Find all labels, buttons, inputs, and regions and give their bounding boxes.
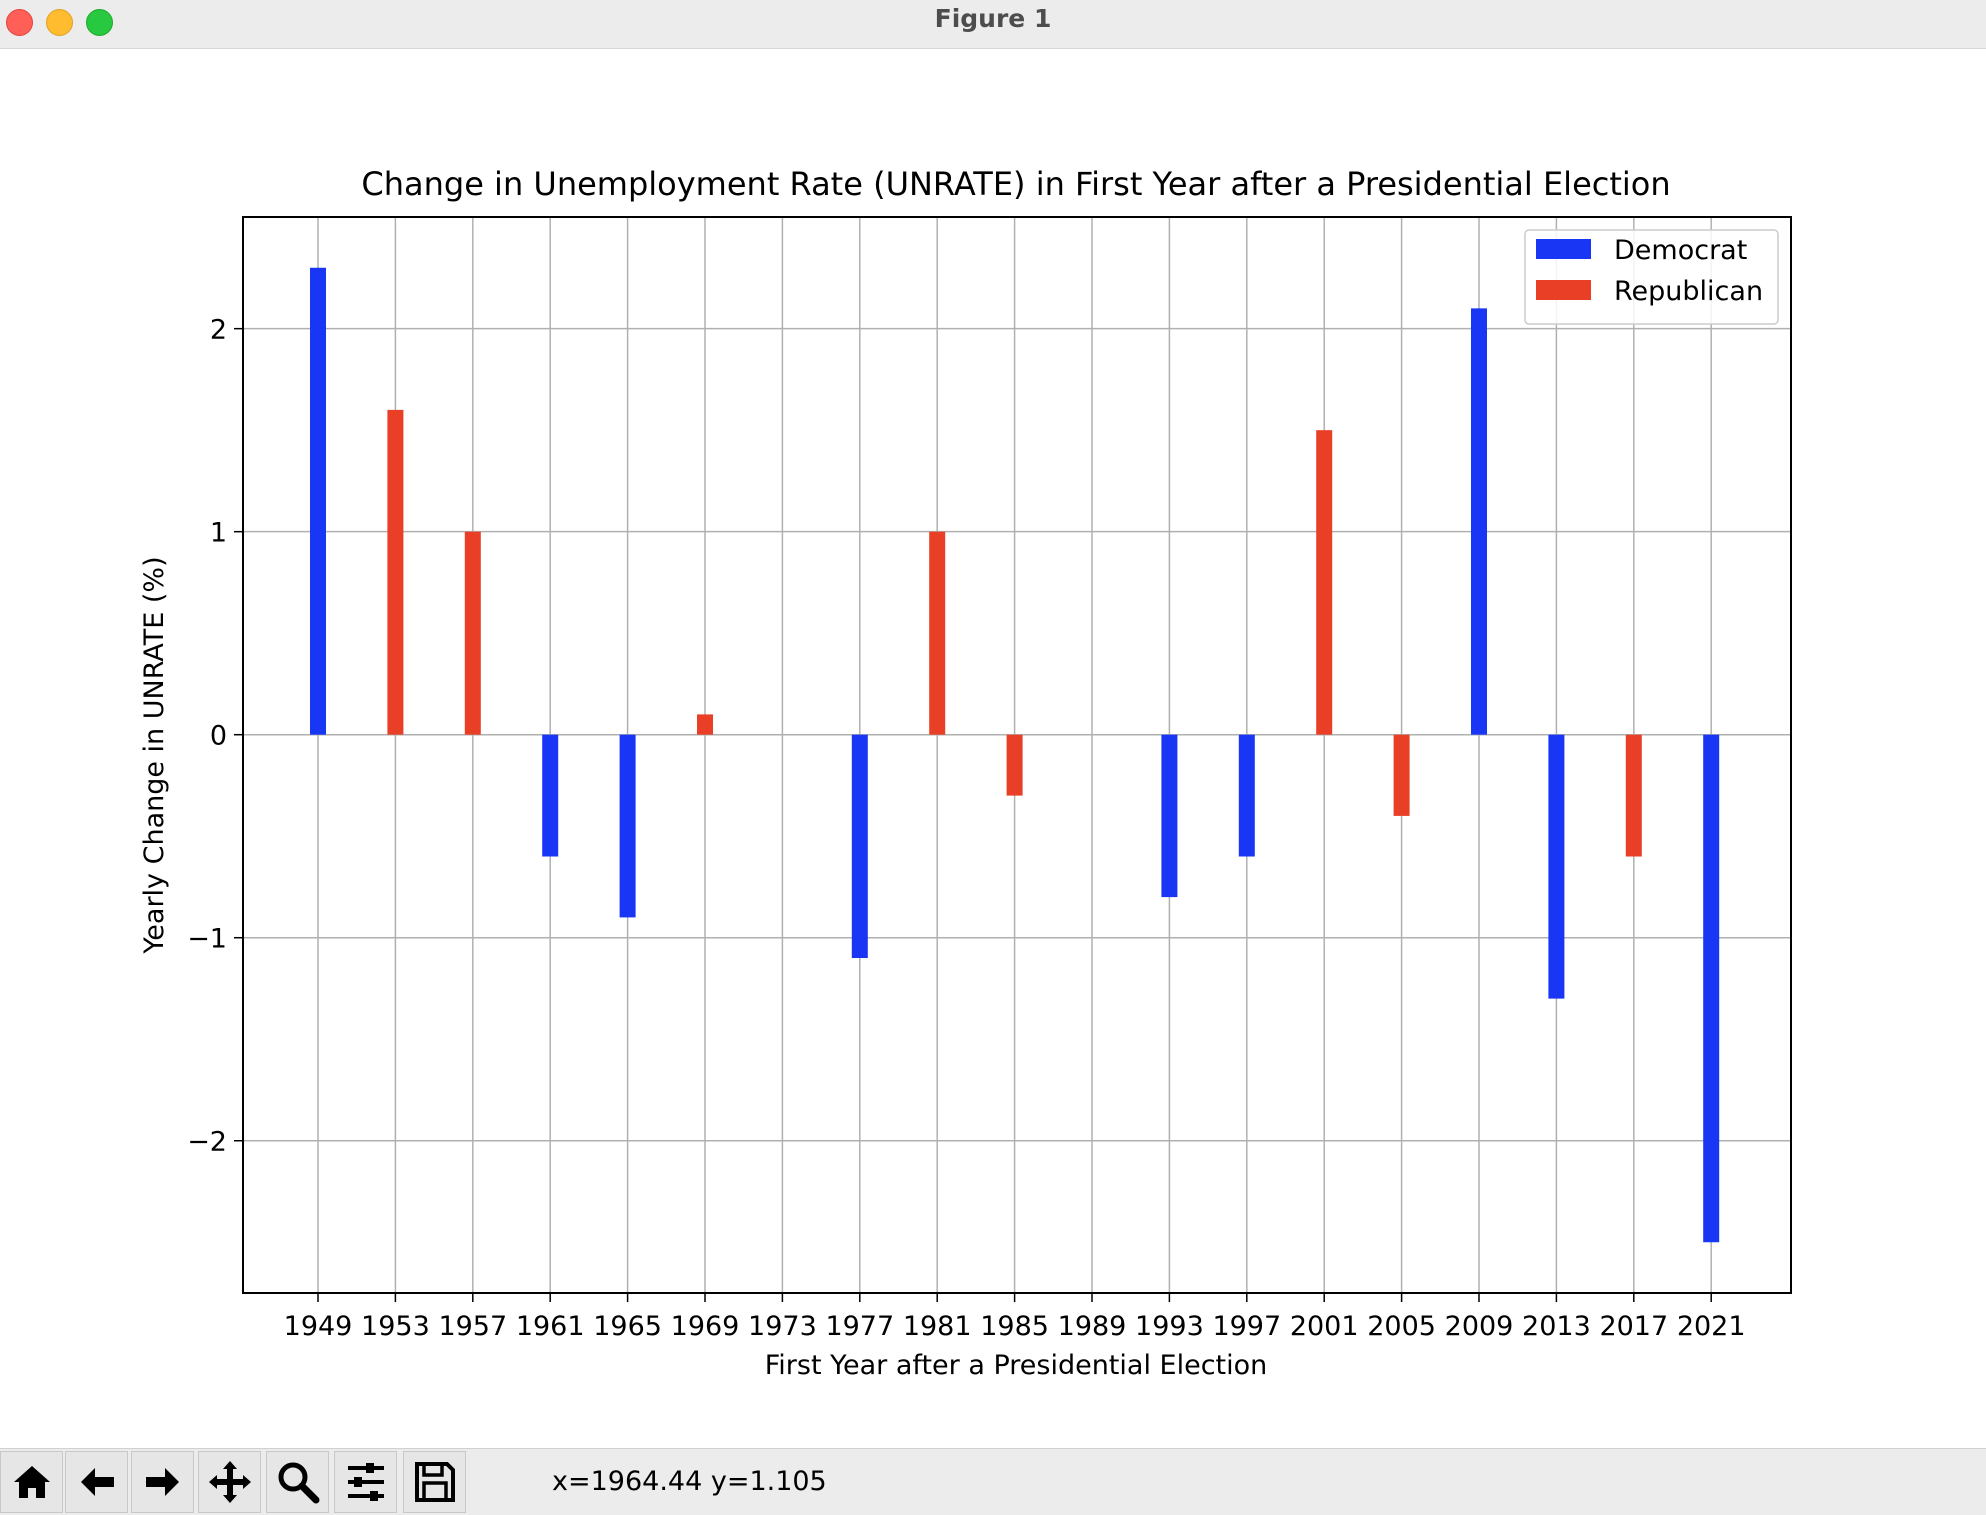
window-titlebar: Figure 1 [0,0,1986,49]
bar-democrat-1961 [542,734,559,857]
bar-republican-2017 [1625,734,1642,857]
bars [310,267,1720,1243]
back-button[interactable] [65,1451,128,1513]
bar-republican-1985 [1006,734,1023,796]
x-tick-label: 1989 [1058,1311,1127,1342]
bar-democrat-1965 [619,734,636,918]
y-tick-label: 2 [210,315,227,346]
zoom-button[interactable] [266,1451,329,1513]
x-tick-label: 2009 [1445,1311,1514,1342]
bar-republican-1981 [929,531,946,735]
x-tick-label: 1981 [903,1311,972,1342]
bar-democrat-1949 [310,267,326,735]
x-tick-label: 1961 [516,1311,585,1342]
pan-button[interactable] [198,1451,261,1513]
x-tick-label: 1985 [980,1311,1049,1342]
x-tick-label: 2021 [1677,1311,1746,1342]
bar-republican-1953 [387,409,404,735]
bar-republican-1957 [464,531,481,735]
minimize-window-button[interactable] [46,9,73,36]
figure-canvas[interactable]: 1949 1953 1957 1961 1965 1969 1973 1977 1981 1985… [0,49,1986,1448]
bar-democrat-1993 [1161,734,1178,898]
back-arrow-icon [80,1468,114,1496]
chart-title: Change in Unemployment Rate (UNRATE) in … [361,165,1670,203]
zoom-window-button[interactable] [86,9,113,36]
configure-subplots-icon [347,1463,384,1501]
x-tick-label: 2005 [1367,1311,1436,1342]
bar-republican-2001 [1316,430,1333,735]
x-axis-label: First Year after a Presidential Election [765,1350,1268,1381]
x-tick-label: 1965 [593,1311,662,1342]
home-icon [13,1466,50,1498]
x-tick-label: 2001 [1290,1311,1359,1342]
y-axis-label: Yearly Change in UNRATE (%) [139,556,170,954]
y-tick-label: 1 [210,518,227,549]
legend-label-republican: Republican [1614,276,1763,307]
plot-frame [242,216,1792,1294]
bar-democrat-2021 [1703,734,1720,1243]
bar-republican-1969 [697,714,713,735]
legend-label-democrat: Democrat [1614,235,1747,266]
zoom-magnifier-icon [278,1462,319,1504]
x-tick-label: 1969 [671,1311,740,1342]
x-tick-label: 1997 [1212,1311,1281,1342]
x-tick-label: 1993 [1135,1311,1204,1342]
x-tick-label: 2017 [1599,1311,1668,1342]
bar-chart: 1949 1953 1957 1961 1965 1969 1973 1977 1981 1985… [139,165,1792,1381]
legend-swatch-democrat [1536,239,1591,259]
x-tick-label: 1949 [284,1311,353,1342]
y-tick-label: −1 [187,924,227,955]
x-tick-label: 2013 [1522,1311,1591,1342]
bar-democrat-2013 [1548,734,1565,999]
bar-republican-2005 [1393,734,1410,816]
save-icon [414,1462,455,1502]
bar-democrat-1977 [851,734,868,959]
axis-ticks: 1949 1953 1957 1961 1965 1969 1973 1977 1981 1985… [187,315,1745,1342]
pan-move-icon [208,1461,251,1503]
navigation-toolbar: x=1964.44 y=1.105 [0,1448,1986,1515]
x-tick-label: 1957 [438,1311,507,1342]
window-title: Figure 1 [934,4,1052,33]
legend-swatch-republican [1536,280,1591,300]
forward-button[interactable] [131,1451,194,1513]
x-tick-label: 1973 [748,1311,817,1342]
x-tick-label: 1977 [825,1311,894,1342]
legend: Democrat Republican [1524,229,1779,325]
bar-democrat-2009 [1471,308,1487,735]
forward-arrow-icon [145,1468,179,1496]
bar-democrat-1997 [1238,734,1255,857]
y-tick-label: −2 [187,1127,227,1158]
configure-subplots-button[interactable] [334,1451,397,1513]
close-window-button[interactable] [6,9,33,36]
cursor-coordinates: x=1964.44 y=1.105 [552,1466,827,1497]
y-tick-label: 0 [210,721,227,752]
x-tick-label: 1953 [361,1311,430,1342]
home-button[interactable] [0,1451,63,1513]
save-button[interactable] [403,1451,466,1513]
